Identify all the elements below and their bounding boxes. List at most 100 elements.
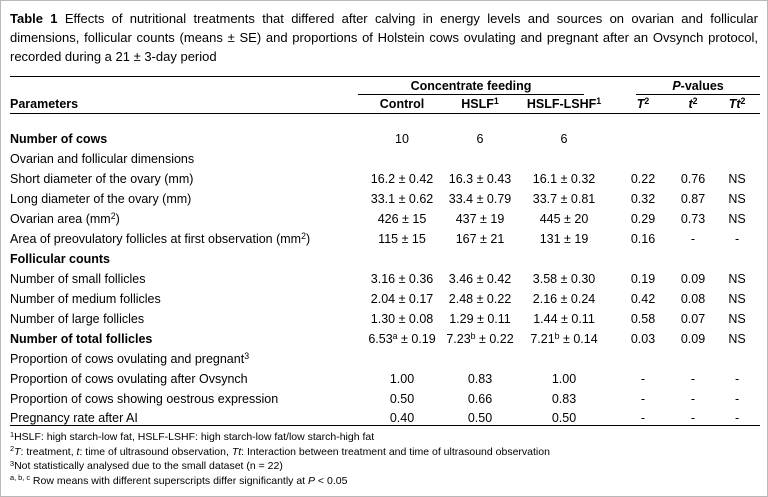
col-header-hslf: HSLF1 <box>446 94 514 114</box>
cell-hslf-lshf: 16.1 ± 0.32 <box>532 171 596 186</box>
cell-control: 3.16 ± 0.36 <box>370 271 434 286</box>
cell-control: 33.1 ± 0.62 <box>370 191 434 206</box>
cell-parameter: Proportion of cows showing oestrous expr… <box>10 391 279 406</box>
row-medium-follicles: Number of medium follicles 2.04 ± 0.17 2… <box>10 286 760 306</box>
cell-hslf-lshf: 33.7 ± 0.81 <box>532 191 596 206</box>
row-section-proportions: Proportion of cows ovulating and pregnan… <box>10 346 760 366</box>
footnotes: 1HSLF: high starch-low fat, HSLF-LSHF: h… <box>10 430 758 488</box>
cell-hslf: 167 ± 21 <box>455 231 505 246</box>
cell-control <box>358 346 446 366</box>
cell-p-time: 0.76 <box>680 171 706 186</box>
cell-control: 1.30 ± 0.08 <box>370 311 434 326</box>
cell-p-treatment: 0.29 <box>630 211 656 226</box>
cell-p-interaction: - <box>734 411 740 425</box>
cell-p-interaction: - <box>734 391 740 406</box>
cell-parameter: Number of large follicles <box>10 311 145 326</box>
cell-hslf-lshf <box>514 246 614 266</box>
row-section-ovarian-dimensions: Ovarian and follicular dimensions <box>10 146 760 166</box>
cell-p-treatment: - <box>640 411 646 425</box>
cell-parameter: Pregnancy rate after AI <box>10 411 138 425</box>
row-ovulating-after-ovsynch: Proportion of cows ovulating after Ovsyn… <box>10 366 760 386</box>
cell-hslf: 0.50 <box>467 411 493 425</box>
col-header-parameters: Parameters <box>10 94 358 114</box>
cell-p-treatment: 0.19 <box>630 271 656 286</box>
cell-p-interaction: NS <box>728 191 746 206</box>
cell-parameter: Follicular counts <box>10 251 111 266</box>
cell-p-treatment: 0.32 <box>630 191 656 206</box>
cell-p-interaction: NS <box>728 311 746 326</box>
cell-p-interaction: - <box>734 231 740 246</box>
cell-hslf <box>446 346 514 366</box>
footnote-superscripts: a, b, c Row means with different supersc… <box>10 473 348 487</box>
cell-hslf: 1.29 ± 0.11 <box>449 311 511 326</box>
cell-control: 10 <box>395 131 409 146</box>
cell-p-treatment <box>614 126 672 146</box>
row-long-diameter: Long diameter of the ovary (mm) 33.1 ± 0… <box>10 186 760 206</box>
cell-parameter: Number of small follicles <box>10 271 146 286</box>
cell-hslf: 6 <box>476 131 484 146</box>
cell-parameter: Number of cows <box>10 131 108 146</box>
footnote-not-analysed: 3Not statistically analysed due to the s… <box>10 458 283 472</box>
cell-p-interaction: NS <box>728 291 746 306</box>
cell-p-treatment <box>614 246 672 266</box>
cell-p-interaction <box>714 126 760 146</box>
cell-p-treatment <box>614 146 672 166</box>
cell-hslf-lshf: 0.83 <box>551 391 577 406</box>
cell-hslf: 33.4 ± 0.79 <box>448 191 512 206</box>
footnote-abbreviations: 1HSLF: high starch-low fat, HSLF-LSHF: h… <box>10 429 375 443</box>
cell-control: 6.53a ± 0.19 <box>368 330 436 346</box>
cell-parameter: Ovarian area (mm2) <box>10 210 120 226</box>
cell-parameter: Area of preovulatory follicles at first … <box>10 230 311 246</box>
cell-p-time <box>672 126 714 146</box>
cell-p-treatment: - <box>640 391 646 406</box>
cell-p-treatment: 0.03 <box>630 331 656 346</box>
col-header-treatment: T2 <box>614 94 673 114</box>
cell-hslf-lshf: 7.21b ± 0.14 <box>530 330 598 346</box>
cell-hslf-lshf: 445 ± 20 <box>539 211 589 226</box>
cell-p-interaction: NS <box>728 271 746 286</box>
cell-hslf-lshf: 0.50 <box>551 411 577 425</box>
cell-p-time <box>672 346 714 366</box>
cell-hslf-lshf: 3.58 ± 0.30 <box>532 271 596 286</box>
cell-p-time: 0.07 <box>680 311 706 326</box>
cell-p-treatment: 0.16 <box>630 231 656 246</box>
cell-hslf-lshf <box>514 346 614 366</box>
cell-hslf-lshf: 131 ± 19 <box>539 231 589 246</box>
cell-p-time: 0.09 <box>680 331 706 346</box>
cell-control: 1.00 <box>389 371 415 386</box>
cell-control: 426 ± 15 <box>377 211 427 226</box>
row-section-follicular-counts: Follicular counts <box>10 246 760 266</box>
col-header-control: Control <box>358 94 446 114</box>
cell-hslf-lshf: 1.00 <box>551 371 577 386</box>
cell-hslf-lshf: 1.44 ± 0.11 <box>533 311 595 326</box>
cell-p-time: 0.09 <box>680 271 706 286</box>
cell-p-treatment: - <box>640 371 646 386</box>
cell-p-treatment: 0.22 <box>630 171 656 186</box>
cell-control: 115 ± 15 <box>378 231 426 246</box>
cell-hslf: 16.3 ± 0.43 <box>448 171 512 186</box>
cell-hslf-lshf: 2.16 ± 0.24 <box>532 291 596 306</box>
cell-hslf-lshf <box>514 146 614 166</box>
col-header-time: t2 <box>672 94 715 114</box>
cell-p-time: 0.08 <box>680 291 706 306</box>
cell-hslf: 0.66 <box>467 391 493 406</box>
row-pregnancy-rate: Pregnancy rate after AI 0.40 0.50 0.50 -… <box>10 406 760 426</box>
cell-parameter: Long diameter of the ovary (mm) <box>10 191 192 206</box>
cell-p-time: 0.73 <box>680 211 706 226</box>
table-caption: Table 1 Effects of nutritional treatment… <box>10 9 758 66</box>
row-number-of-cows: Number of cows 10 6 6 <box>10 126 760 146</box>
cell-p-treatment <box>614 346 672 366</box>
cell-hslf: 2.48 ± 0.22 <box>448 291 512 306</box>
row-oestrous-expression: Proportion of cows showing oestrous expr… <box>10 386 760 406</box>
spacer-row <box>10 114 760 126</box>
spanner-empty-cell <box>10 77 358 95</box>
cell-p-time <box>672 246 714 266</box>
cell-hslf: 0.83 <box>467 371 493 386</box>
cell-hslf <box>446 246 514 266</box>
footnote-pvalue-definitions: 2T: treatment, t: time of ultrasound obs… <box>10 444 550 458</box>
cell-control: 16.2 ± 0.42 <box>370 171 434 186</box>
row-small-follicles: Number of small follicles 3.16 ± 0.36 3.… <box>10 266 760 286</box>
cell-parameter: Short diameter of the ovary (mm) <box>10 171 194 186</box>
cell-parameter: Ovarian and follicular dimensions <box>10 151 195 166</box>
